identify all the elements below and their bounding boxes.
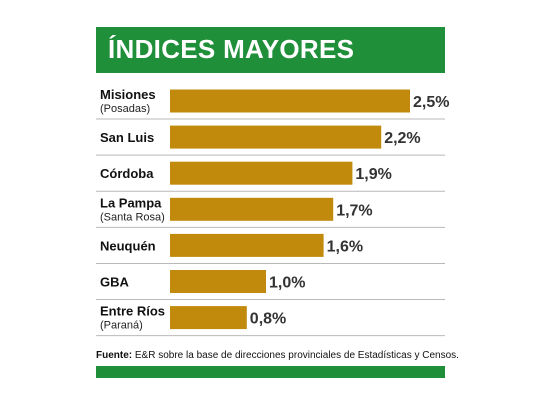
category-label: Entre Ríos (100, 304, 165, 319)
value-label: 2,2% (384, 130, 420, 147)
category-label: Neuquén (100, 238, 156, 253)
bar (170, 233, 324, 257)
footer-bar (96, 366, 445, 378)
source-text: E&R sobre la base de direcciones provinc… (132, 350, 459, 361)
value-label: 0,8% (250, 311, 286, 328)
bar (170, 161, 353, 185)
category-sublabel: (Posadas) (100, 103, 150, 115)
category-label: Córdoba (100, 166, 154, 181)
chart-header: ÍNDICES MAYORES (96, 27, 445, 73)
value-label: 1,7% (336, 202, 372, 219)
bar (170, 89, 410, 113)
chart-title: ÍNDICES MAYORES (108, 34, 355, 64)
category-label: GBA (100, 275, 130, 290)
source-note: Fuente: E&R sobre la base de direcciones… (96, 350, 459, 361)
value-label: 1,6% (327, 238, 363, 255)
source-label: Fuente: (96, 350, 133, 361)
bar (170, 125, 382, 149)
category-sublabel: (Santa Rosa) (100, 211, 165, 223)
value-label: 1,9% (355, 166, 391, 183)
value-label: 1,0% (269, 275, 305, 292)
value-label: 2,5% (413, 94, 449, 111)
bar (170, 197, 334, 221)
category-label: La Pampa (100, 195, 162, 210)
category-label: San Luis (100, 130, 154, 145)
category-label: Misiones (100, 87, 156, 102)
category-sublabel: (Paraná) (100, 320, 143, 332)
bar (170, 270, 266, 293)
bar (170, 306, 247, 330)
